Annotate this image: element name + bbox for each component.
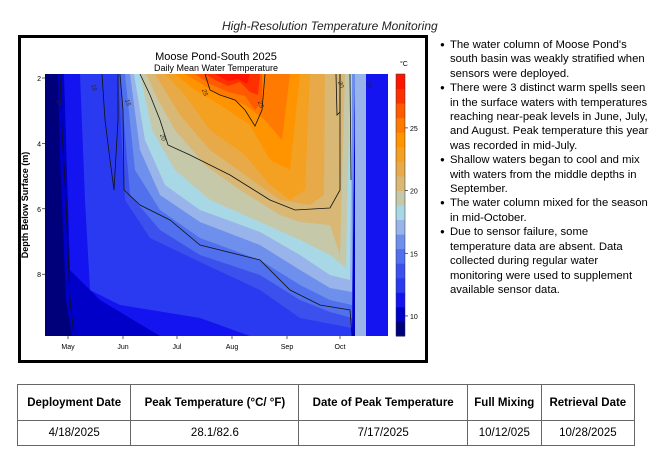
- colorbar-tick-label: 10: [410, 314, 418, 321]
- colorbar-swatch: [396, 88, 405, 104]
- x-tick-label: Jul: [173, 344, 182, 351]
- heatmap-band: [355, 74, 366, 336]
- y-axis: 2 4 6 8: [37, 76, 45, 279]
- cell-retrieval-date: 10/28/2025: [540, 420, 636, 446]
- colorbar: 10 15 20 25: [395, 73, 418, 337]
- contour-line: [335, 73, 341, 116]
- x-tick-label: Jun: [117, 344, 128, 351]
- cell-peak-temperature: 28.1/82.6: [130, 420, 300, 446]
- colorbar-swatch: [396, 219, 405, 235]
- colorbar-swatch: [396, 306, 405, 322]
- colorbar-swatch: [396, 103, 405, 119]
- colorbar-swatch: [396, 234, 405, 250]
- table-header-row: Deployment Date Peak Temperature (°C/ °F…: [16, 384, 636, 421]
- heatmap-fill: [45, 74, 388, 336]
- colorbar-swatch: [396, 248, 405, 264]
- contour-labels: 10 15 15 20 25 25 20 10: [54, 80, 372, 143]
- header-retrieval-date: Retrieval Date: [540, 384, 636, 421]
- x-axis: May Jun Jul Aug Sep Oct: [61, 336, 345, 351]
- colorbar-swatch: [396, 132, 405, 148]
- colorbar-unit: °C: [400, 60, 408, 68]
- cell-deployment-date: 4/18/2025: [16, 420, 132, 446]
- chart-title: Moose Pond-South 2025: [155, 51, 277, 63]
- table-row: 4/18/2025 28.1/82.6 7/17/2025 10/12/025 …: [16, 420, 636, 446]
- contour-label: 10: [364, 81, 372, 90]
- summary-bullets: The water column of Moose Pond's south b…: [440, 38, 650, 297]
- bullet-item: The water column of Moose Pond's south b…: [440, 38, 650, 81]
- colorbar-tick-label: 20: [410, 189, 418, 196]
- colorbar-swatch: [396, 321, 405, 337]
- contour-line: [119, 73, 353, 337]
- colorbar-swatch: [396, 161, 405, 177]
- colorbar-swatch: [396, 74, 405, 90]
- contour-lines: [59, 73, 353, 337]
- bullet-item: Shallow waters began to cool and mix wit…: [440, 153, 650, 196]
- contour-label: 10: [54, 99, 62, 108]
- colorbar-swatch: [396, 205, 405, 221]
- page-header: High-Resolution Temperature Monitoring: [222, 19, 438, 33]
- y-tick-label: 6: [37, 207, 41, 214]
- colorbar-swatch: [396, 190, 405, 206]
- bullet-item: The water column mixed for the season in…: [440, 196, 650, 225]
- contour-line: [204, 73, 266, 127]
- summary-table: Deployment Date Peak Temperature (°C/ °F…: [16, 384, 636, 446]
- colorbar-tick-label: 15: [410, 251, 418, 258]
- x-tick-label: Aug: [226, 344, 239, 351]
- temperature-chart: Moose Pond-South 2025 Daily Mean Water T…: [18, 35, 428, 363]
- x-tick-label: Oct: [335, 344, 346, 351]
- y-tick-label: 4: [37, 141, 41, 148]
- x-tick-label: May: [61, 344, 75, 351]
- contour-label: 15: [123, 99, 131, 108]
- heatmap-band: [215, 74, 250, 84]
- contour-line: [59, 73, 75, 337]
- contour-label: 15: [89, 84, 97, 93]
- heatmap-band: [366, 74, 388, 336]
- header-deployment-date: Deployment Date: [16, 384, 132, 421]
- bullet-item: Due to sensor failure, some temperature …: [440, 225, 650, 297]
- header-full-mixing: Full Mixing: [466, 384, 542, 421]
- cell-peak-date: 7/17/2025: [298, 420, 468, 446]
- colorbar-swatch: [396, 146, 405, 162]
- contour-label: 25: [256, 100, 264, 110]
- cell-full-mixing: 10/12/025: [466, 420, 542, 446]
- contour-label: 25: [200, 88, 208, 98]
- contour-line: [101, 73, 119, 191]
- header-peak-temperature: Peak Temperature (°C/ °F): [130, 384, 300, 421]
- heatmap-svg: Moose Pond-South 2025 Daily Mean Water T…: [21, 51, 418, 351]
- colorbar-border: [395, 73, 406, 337]
- contour-line: [349, 73, 352, 181]
- contour-label: 20: [158, 133, 166, 143]
- colorbar-swatch: [396, 277, 405, 293]
- y-axis-label: Depth Below Surface (m): [21, 152, 30, 259]
- contour-label: 20: [336, 80, 344, 90]
- y-tick-label: 8: [37, 272, 41, 279]
- header-peak-date: Date of Peak Temperature: [298, 384, 468, 421]
- colorbar-tick-label: 25: [410, 126, 418, 133]
- colorbar-swatch: [396, 292, 405, 308]
- y-tick-label: 2: [37, 76, 41, 83]
- x-tick-label: Sep: [281, 344, 294, 351]
- colorbar-swatch: [396, 263, 405, 279]
- colorbar-swatch: [396, 175, 405, 191]
- bullet-item: There were 3 distinct warm spells seen i…: [440, 81, 650, 153]
- contour-line: [139, 73, 341, 211]
- chart-subtitle: Daily Mean Water Temperature: [154, 63, 278, 73]
- colorbar-swatch: [396, 117, 405, 133]
